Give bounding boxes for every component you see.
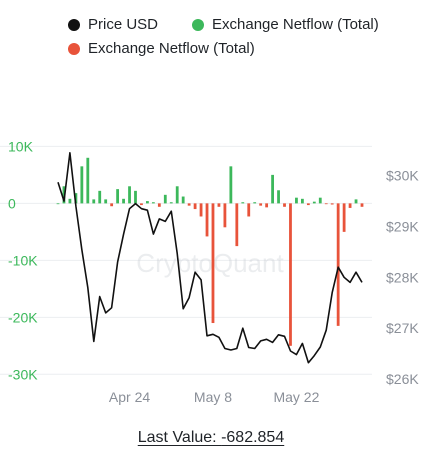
netflow-bar[interactable] — [86, 157, 90, 204]
netflow-bar[interactable] — [324, 203, 328, 205]
netflow-bar[interactable] — [259, 203, 263, 206]
netflow-bar[interactable] — [312, 201, 316, 204]
netflow-bar[interactable] — [128, 186, 131, 204]
left-tick-label: -10K — [8, 252, 38, 268]
netflow-bar[interactable] — [342, 203, 346, 232]
left-tick-label: 0 — [8, 195, 16, 211]
left-tick-label: -20K — [8, 309, 38, 325]
right-tick-label: $30K — [386, 168, 419, 184]
netflow-bar[interactable] — [283, 203, 286, 207]
netflow-bar[interactable] — [181, 196, 185, 204]
netflow-bar[interactable] — [205, 203, 209, 237]
netflow-bar[interactable] — [151, 202, 155, 204]
legend-label-netflow-positive: Exchange Netflow (Total) — [212, 16, 379, 33]
legend-item-netflow-negative[interactable]: Exchange Netflow (Total) — [68, 40, 255, 57]
netflow-bar[interactable] — [193, 203, 197, 210]
netflow-bar[interactable] — [74, 193, 78, 204]
grid-lines — [0, 145, 372, 375]
legend-item-netflow-positive[interactable]: Exchange Netflow (Total) — [192, 16, 379, 33]
netflow-bar[interactable] — [271, 174, 274, 204]
netflow-bar[interactable] — [122, 198, 125, 204]
netflow-bar[interactable] — [116, 189, 120, 204]
netflow-bar[interactable] — [265, 203, 269, 208]
netflow-bar[interactable] — [80, 166, 84, 204]
netflow-bar[interactable] — [223, 203, 227, 228]
price-color-dot — [68, 18, 80, 31]
netflow-bar[interactable] — [175, 186, 179, 204]
left-tick-label: -30K — [8, 366, 38, 382]
netflow-bar[interactable] — [140, 203, 143, 206]
netflow-bar[interactable] — [110, 203, 114, 207]
netflow-bar[interactable] — [253, 202, 257, 204]
netflow-bar[interactable] — [318, 197, 322, 204]
watermark: CryptoQuant — [136, 248, 284, 278]
netflow-bar[interactable] — [354, 199, 358, 204]
netflow-bar[interactable] — [360, 203, 364, 207]
last-value-label: Last Value: — [137, 429, 222, 446]
left-tick-label: 10K — [8, 138, 34, 154]
x-tick-label: May 8 — [194, 389, 232, 405]
chart-plot: CryptoQuant 10K 0 -10K -20K -30K $30K $29K $28… — [0, 138, 419, 405]
netflow-bar[interactable] — [348, 203, 352, 208]
netflow-bar[interactable] — [277, 190, 280, 204]
x-tick-label: Apr 24 — [109, 389, 150, 405]
left-axis: 10K 0 -10K -20K -30K — [8, 138, 38, 382]
legend-label-netflow-negative: Exchange Netflow (Total) — [88, 40, 255, 57]
netflow-bar[interactable] — [92, 199, 96, 204]
netflow-bar[interactable] — [68, 198, 72, 204]
price-line — [57, 152, 363, 364]
netflow-bar[interactable] — [211, 203, 215, 324]
last-value: Last Value: -682.854 — [0, 429, 422, 447]
netflow-bar[interactable] — [295, 197, 298, 204]
netflow-bar[interactable] — [104, 199, 108, 204]
right-tick-label: $27K — [386, 320, 419, 336]
netflow-bar[interactable] — [199, 203, 203, 217]
netflow-bar[interactable] — [169, 202, 173, 204]
netflow-positive-color-dot — [192, 18, 204, 31]
netflow-negative-color-dot — [68, 42, 80, 55]
netflow-bar[interactable] — [330, 203, 334, 205]
netflow-bar[interactable] — [163, 194, 167, 204]
legend-item-price[interactable]: Price USD — [68, 16, 158, 33]
netflow-bar[interactable] — [336, 203, 340, 326]
netflow-bar[interactable] — [229, 166, 233, 204]
right-tick-label: $28K — [386, 269, 419, 285]
netflow-bar[interactable] — [217, 203, 221, 207]
netflow-bar[interactable] — [300, 198, 304, 204]
netflow-bars — [56, 157, 364, 346]
netflow-bar[interactable] — [98, 190, 102, 204]
netflow-bar[interactable] — [289, 203, 292, 346]
last-value-number: -682.854 — [221, 429, 285, 446]
netflow-bar[interactable] — [56, 203, 60, 205]
netflow-bar[interactable] — [134, 190, 137, 204]
right-tick-label: $26K — [386, 371, 419, 387]
right-axis: $30K $29K $28K $27K $26K — [386, 168, 419, 387]
netflow-bar[interactable] — [235, 203, 239, 247]
netflow-bar[interactable] — [157, 203, 161, 207]
x-axis: Apr 24 May 8 May 22 — [109, 389, 320, 405]
netflow-bar[interactable] — [306, 203, 310, 206]
netflow-bar[interactable] — [146, 201, 149, 204]
netflow-bar[interactable] — [247, 203, 251, 217]
right-tick-label: $29K — [386, 218, 419, 234]
netflow-bar[interactable] — [187, 203, 191, 206]
x-tick-label: May 22 — [273, 389, 319, 405]
netflow-bar[interactable] — [241, 202, 245, 204]
legend-label-price: Price USD — [88, 16, 159, 33]
